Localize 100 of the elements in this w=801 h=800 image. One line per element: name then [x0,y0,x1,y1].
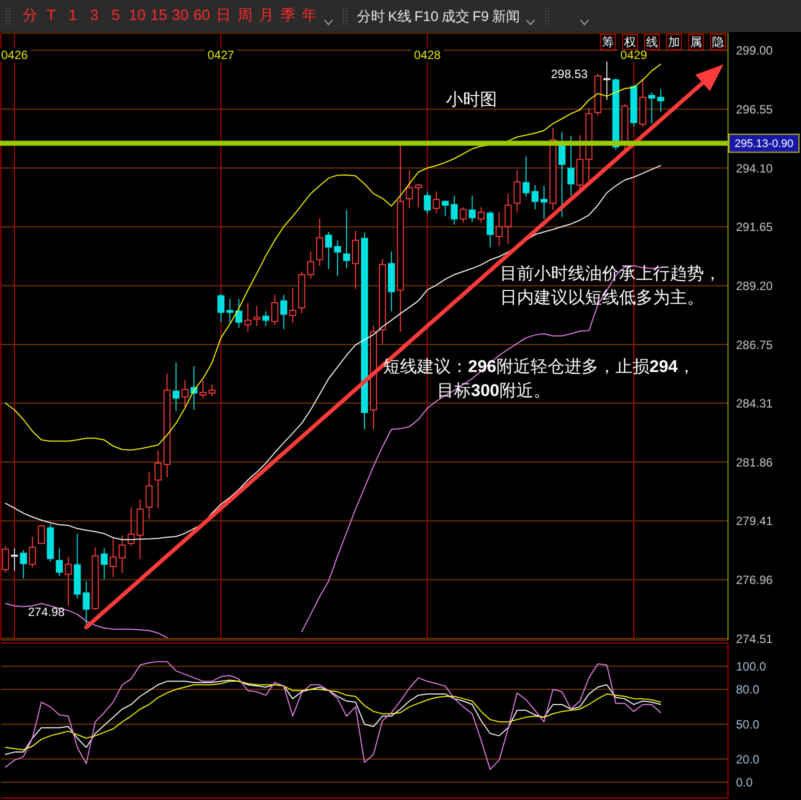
ref-line-label: 295.13-0.90 [734,138,794,150]
candlestick [244,302,252,332]
x-tick-label: 0429 [620,48,648,62]
candlestick [64,556,72,606]
candlestick [478,206,485,224]
candlestick [208,384,216,397]
button: 权 [622,34,638,50]
candlestick [235,298,242,328]
text: 日 [214,7,232,25]
candlestick [262,310,270,327]
text: 周 [236,7,254,25]
text: 新闻 [492,7,520,25]
y-tick-label: 296.55 [736,102,774,116]
candlestick [199,380,206,399]
text: 年 [300,7,318,25]
candlestick [334,240,342,277]
text: K线 [388,7,412,25]
candlestick [442,200,449,217]
annotation: 小时图 [446,89,497,111]
candlestick [450,195,458,226]
candlestick [460,206,467,224]
candlestick [648,92,656,124]
candlestick [504,193,512,245]
candlestick [343,210,350,269]
text: 5 [110,7,121,25]
text: 月 [258,7,275,25]
button: 属 [688,34,704,50]
text: 分 [21,7,38,25]
candlestick [217,294,224,323]
candlestick [414,183,422,208]
text: 60 [192,7,212,25]
candlestick [486,210,494,248]
candlestick [10,548,18,572]
y-tick-label: 289.20 [736,278,774,293]
y-tick-label: 0.0 [736,775,754,790]
y-tick-label: 276.96 [736,572,774,587]
y-tick-label: 291.65 [736,220,774,234]
y-tick-label: 279.41 [736,514,774,528]
candlestick [128,506,135,547]
button: 线 [644,34,660,50]
candlestick [432,191,440,214]
candlestick [406,170,413,209]
text: 10 [128,7,147,25]
candlestick [118,534,126,574]
y-tick-label: 80.0 [736,682,760,697]
text: 季 [279,7,296,25]
candlestick [154,450,162,509]
y-tick-label: 100.0 [736,659,766,674]
candlestick [100,548,108,580]
text: T [46,7,57,25]
candlestick [28,536,36,568]
candlestick [253,305,260,327]
y-tick-label: 299.00 [736,44,774,58]
y-tick-label: 281.86 [736,455,774,470]
candlestick [146,472,153,520]
text: 1 [68,7,78,25]
x-tick-label: 0427 [208,48,235,62]
line-series [4,661,662,770]
candlestick [514,170,521,213]
button: 隐 [710,34,726,50]
text: F9 [472,7,489,25]
candlestick [325,231,332,270]
candlestick [540,185,548,220]
candlestick [567,136,574,196]
candlestick [38,524,45,545]
y-tick-label: 286.75 [736,338,774,352]
candlestick [110,538,117,578]
candlestick [603,61,610,101]
candlestick [172,362,180,412]
candlestick [280,294,288,330]
x-tick-label: 0426 [1,48,28,62]
text: 成交 [441,7,470,25]
y-tick-label: 274.51 [736,632,774,646]
annotation: 298.53 [551,66,588,82]
x-tick-label: 0428 [414,48,441,62]
text: F10 [414,7,438,25]
candlestick [316,218,324,266]
button: 筹 [600,34,616,50]
text: 3 [89,7,100,25]
y-tick-label: 294.10 [736,161,774,176]
candlestick [20,550,27,580]
text: 分时 [357,7,385,25]
candlestick [657,88,664,112]
candlestick [289,287,296,324]
candlestick [522,156,530,198]
candlestick [424,191,431,214]
candlestick [226,298,234,324]
candlestick [271,294,278,326]
candlestick [352,230,360,290]
candlestick [532,184,539,210]
y-tick-label: 20.0 [736,752,760,766]
candlestick [307,250,314,279]
candlestick [496,212,503,247]
candlestick [56,548,63,577]
candlestick [468,195,476,223]
y-tick-label: 284.31 [736,396,774,410]
annotation: 274.98 [28,604,65,620]
candlestick [182,379,189,408]
text: 30 [170,7,190,25]
button: 加 [666,34,682,50]
